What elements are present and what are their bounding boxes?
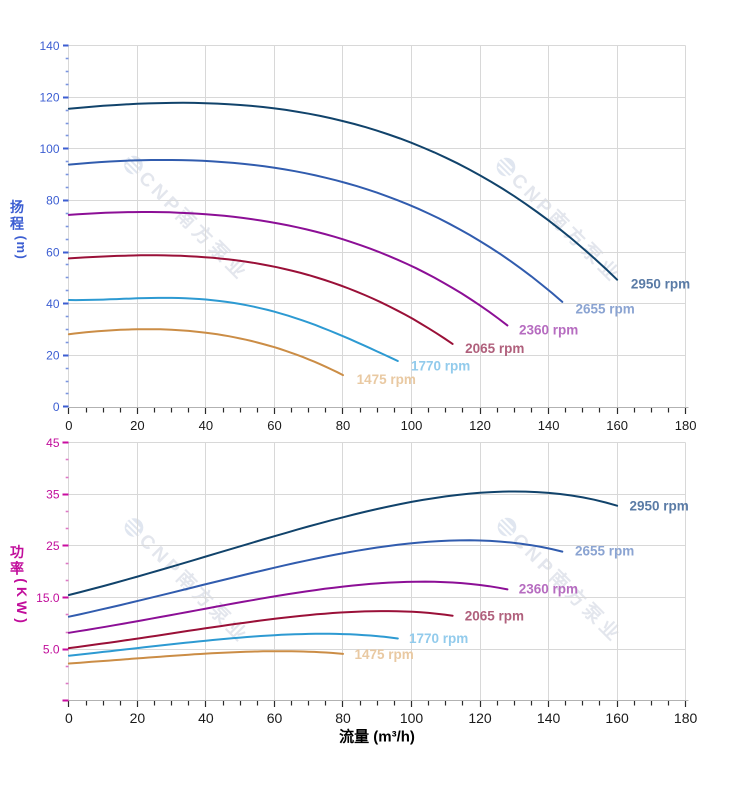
svg-text:5.0: 5.0 — [43, 643, 60, 657]
svg-text:20: 20 — [46, 349, 60, 363]
svg-text:80: 80 — [46, 194, 60, 208]
svg-text:2065 rpm: 2065 rpm — [465, 609, 524, 624]
svg-text:160: 160 — [606, 418, 628, 433]
svg-text:(KW): (KW) — [14, 578, 30, 627]
svg-text:180: 180 — [674, 710, 698, 726]
svg-text:流量 (m³/h): 流量 (m³/h) — [339, 728, 415, 746]
svg-text:120: 120 — [468, 710, 492, 726]
svg-text:40: 40 — [198, 710, 214, 726]
svg-text:40: 40 — [199, 418, 213, 433]
svg-text:35: 35 — [46, 488, 60, 502]
svg-text:80: 80 — [336, 418, 350, 433]
svg-text:1475 rpm: 1475 rpm — [355, 647, 414, 662]
svg-text:100: 100 — [400, 710, 424, 726]
svg-text:功: 功 — [10, 544, 24, 560]
svg-text:(m): (m) — [14, 236, 29, 261]
svg-text:25: 25 — [46, 539, 60, 553]
svg-text:0: 0 — [65, 418, 72, 433]
svg-text:120: 120 — [39, 91, 59, 105]
svg-text:扬: 扬 — [10, 199, 24, 215]
svg-text:45: 45 — [46, 436, 60, 450]
svg-text:1475 rpm: 1475 rpm — [357, 372, 416, 387]
svg-text:2360 rpm: 2360 rpm — [519, 323, 578, 338]
svg-text:2950 rpm: 2950 rpm — [631, 277, 690, 292]
svg-text:60: 60 — [46, 245, 60, 259]
svg-text:140: 140 — [537, 710, 561, 726]
svg-text:2360 rpm: 2360 rpm — [519, 582, 578, 597]
svg-text:2950 rpm: 2950 rpm — [630, 499, 689, 514]
svg-text:1770 rpm: 1770 rpm — [411, 359, 470, 374]
svg-text:40: 40 — [46, 297, 60, 311]
svg-text:180: 180 — [675, 418, 697, 433]
svg-text:率: 率 — [10, 560, 24, 576]
svg-text:60: 60 — [267, 418, 281, 433]
svg-text:15.0: 15.0 — [36, 591, 60, 605]
svg-text:20: 20 — [130, 710, 146, 726]
svg-text:80: 80 — [335, 710, 351, 726]
svg-text:160: 160 — [605, 710, 629, 726]
svg-text:0: 0 — [53, 400, 60, 414]
svg-text:0: 0 — [65, 710, 73, 726]
svg-text:1770 rpm: 1770 rpm — [409, 631, 468, 646]
svg-text:20: 20 — [130, 418, 144, 433]
svg-text:2655 rpm: 2655 rpm — [576, 301, 635, 316]
svg-text:2655 rpm: 2655 rpm — [575, 544, 634, 559]
svg-text:60: 60 — [267, 710, 283, 726]
svg-text:120: 120 — [469, 418, 491, 433]
svg-text:100: 100 — [39, 142, 59, 156]
svg-text:2065 rpm: 2065 rpm — [465, 341, 524, 356]
svg-text:140: 140 — [39, 39, 59, 53]
svg-text:140: 140 — [538, 418, 560, 433]
svg-text:100: 100 — [401, 418, 423, 433]
svg-text:程: 程 — [10, 215, 24, 231]
